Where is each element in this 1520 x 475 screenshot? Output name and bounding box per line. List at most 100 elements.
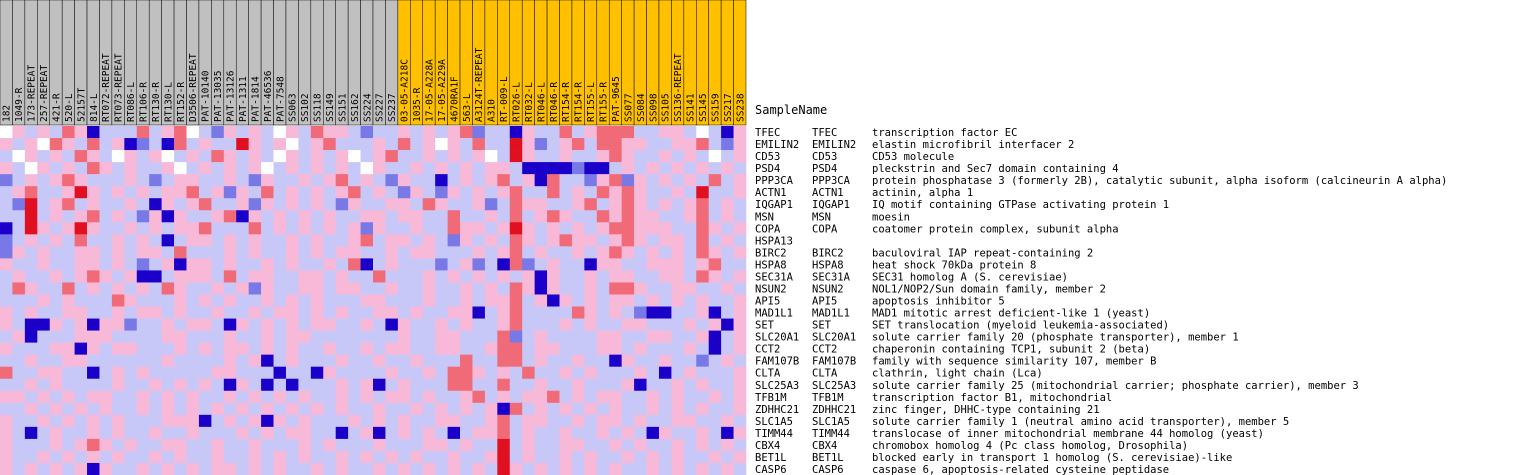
heatmap-cell <box>99 198 113 211</box>
heatmap-cell <box>24 414 38 428</box>
heatmap-cell <box>37 330 51 343</box>
heatmap-cell <box>0 390 13 404</box>
heatmap-cell <box>559 294 573 307</box>
heatmap-cell <box>422 414 436 428</box>
heatmap-cell <box>335 390 349 404</box>
heatmap-cell <box>124 438 138 452</box>
heatmap-cell <box>323 462 336 475</box>
heatmap-cell <box>248 294 262 307</box>
heatmap-cell <box>708 270 722 283</box>
heatmap-cell <box>547 402 560 416</box>
heatmap-cell <box>634 402 647 416</box>
heatmap-cell <box>447 378 461 392</box>
heatmap-cell <box>484 270 498 283</box>
heatmap-cell <box>49 234 63 247</box>
column-label: RT073-REPEAT <box>114 53 125 122</box>
heatmap-cell <box>721 390 734 404</box>
heatmap-cell <box>211 390 225 404</box>
row-id-label: CLTA <box>755 368 781 380</box>
column-label: SS151 <box>337 93 348 122</box>
row-symbol-label: IQGAP1 <box>812 199 850 211</box>
heatmap-cell <box>136 366 150 380</box>
heatmap-cell <box>460 402 473 416</box>
heatmap-cell <box>658 150 672 163</box>
heatmap-cell <box>522 294 535 307</box>
heatmap-cell <box>696 138 709 151</box>
heatmap-cell <box>447 210 461 223</box>
heatmap-cell <box>447 426 461 440</box>
heatmap-cell <box>62 138 75 151</box>
row-id-label: SLC20A1 <box>755 332 799 344</box>
heatmap-cell <box>360 246 374 259</box>
heatmap-cell <box>733 342 747 355</box>
heatmap-cell <box>24 234 38 247</box>
heatmap-cell <box>49 294 63 307</box>
heatmap-cell <box>37 450 51 464</box>
heatmap-cell <box>348 258 361 271</box>
heatmap-cell <box>671 306 685 319</box>
heatmap-cell <box>634 258 647 271</box>
heatmap-cell <box>236 270 249 283</box>
heatmap-cell <box>298 414 312 428</box>
column-label: RT086-L <box>126 82 137 122</box>
heatmap-cell <box>497 138 511 151</box>
heatmap-cell <box>410 462 424 475</box>
heatmap-cell <box>534 126 548 139</box>
heatmap-cell <box>273 162 287 175</box>
heatmap-cell <box>161 138 175 151</box>
heatmap-cell <box>410 294 424 307</box>
heatmap-cell <box>74 354 88 367</box>
heatmap-cell <box>161 438 175 452</box>
heatmap-cell <box>447 354 461 367</box>
heatmap-cell <box>373 282 386 295</box>
heatmap-cell <box>149 150 162 163</box>
heatmap-cell <box>683 378 697 392</box>
heatmap-cell <box>248 390 262 404</box>
heatmap-cell <box>236 186 249 199</box>
heatmap-cell <box>24 378 38 392</box>
heatmap-cell <box>596 234 610 247</box>
heatmap-cell <box>460 150 473 163</box>
column-label: PAT-7548 <box>275 76 286 122</box>
heatmap-cell <box>571 270 585 283</box>
heatmap-cell <box>186 198 200 211</box>
heatmap-cell <box>621 186 635 199</box>
heatmap-cell <box>571 414 585 428</box>
heatmap-cell <box>136 462 150 475</box>
heatmap-cell <box>509 258 523 271</box>
heatmap-cell <box>161 378 175 392</box>
heatmap-cell <box>198 270 212 283</box>
heatmap-cell <box>74 378 88 392</box>
column-label: A3124T-REPEAT <box>474 47 485 122</box>
heatmap-cell <box>397 222 411 235</box>
heatmap-cell <box>24 366 38 380</box>
heatmap-cell <box>472 270 486 283</box>
heatmap-cell <box>360 270 374 283</box>
heatmap-cell <box>534 426 548 440</box>
heatmap-cell <box>111 306 125 319</box>
heatmap-cell <box>285 390 299 404</box>
heatmap-cell <box>609 258 622 271</box>
heatmap-cell <box>37 270 51 283</box>
heatmap-cell <box>385 246 399 259</box>
row-symbol-label: EMILIN2 <box>812 139 856 151</box>
row-id-label: CD53 <box>755 151 780 163</box>
heatmap-cell <box>559 390 573 404</box>
row-description-label: family with sequence similarity 107, mem… <box>872 356 1156 368</box>
heatmap-cell <box>435 150 448 163</box>
row-description-label: blocked early in transport 1 homolog (S.… <box>872 452 1232 464</box>
heatmap-cell <box>62 258 75 271</box>
heatmap-cell <box>646 390 660 404</box>
column-label: SS162 <box>350 93 361 122</box>
heatmap-cell <box>198 150 212 163</box>
heatmap-cell <box>310 186 324 199</box>
heatmap-cell <box>410 258 424 271</box>
heatmap-cell <box>435 270 448 283</box>
heatmap-cell <box>596 258 610 271</box>
heatmap-cell <box>646 402 660 416</box>
heatmap-cell <box>584 366 598 380</box>
heatmap-cell <box>646 414 660 428</box>
heatmap-cell <box>621 462 635 475</box>
heatmap-cell <box>484 462 498 475</box>
heatmap-cell <box>447 246 461 259</box>
